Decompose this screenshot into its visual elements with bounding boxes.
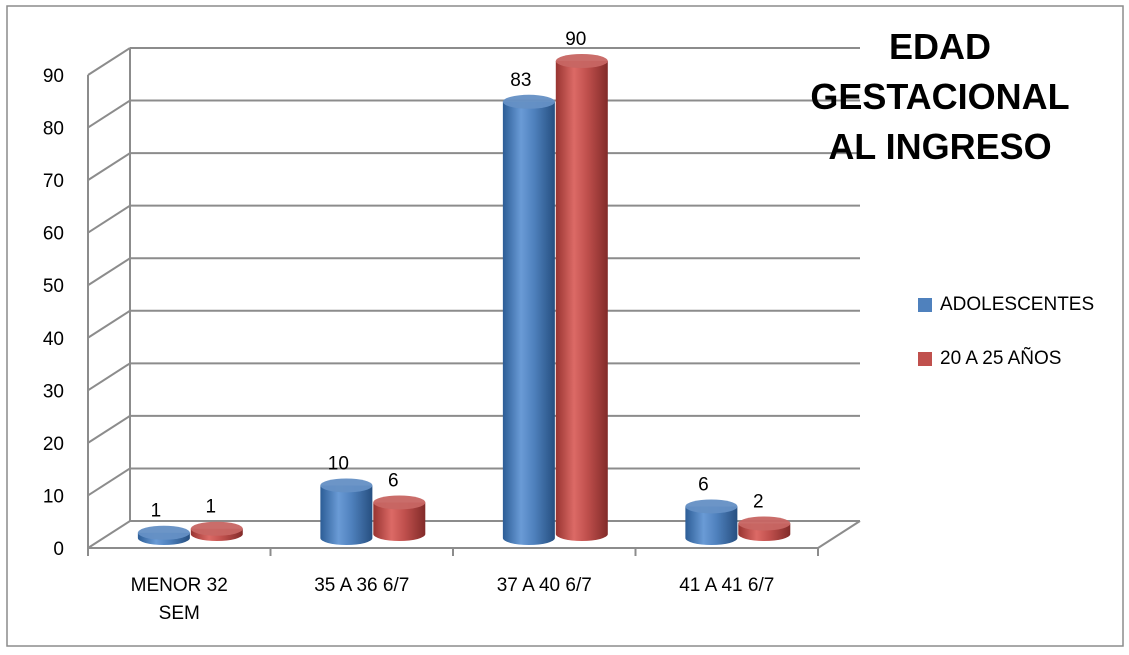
y-tick-label: 60 (43, 224, 64, 245)
y-tick-label: 50 (43, 276, 64, 297)
data-label: 90 (565, 29, 586, 50)
y-tick-label: 40 (43, 329, 64, 350)
legend-item-adolescentes: ADOLESCENTES (918, 290, 1094, 320)
data-label: 83 (510, 70, 531, 91)
data-label: 2 (753, 491, 764, 512)
y-tick-label: 70 (43, 171, 64, 192)
bar-adolescentes-3 (685, 499, 738, 545)
bar-top-highlight (373, 495, 426, 510)
x-tick-label: 41 A 41 6/7 (679, 575, 774, 596)
legend-swatch-20-a-25 (918, 352, 932, 366)
y-tick-label: 90 (43, 66, 64, 87)
bar-body (685, 506, 738, 545)
bar-top-highlight (555, 54, 608, 68)
x-tick-label: 35 A 36 6/7 (314, 575, 409, 596)
gridline-diagonal (87, 467, 131, 497)
bar-body (373, 502, 426, 542)
y-tick-label: 80 (43, 119, 64, 140)
x-tick-label: 37 A 40 6/7 (497, 575, 592, 596)
legend-swatch-adolescentes (918, 298, 932, 312)
gridline-diagonal (87, 47, 131, 76)
legend-label-adolescentes: ADOLESCENTES (940, 294, 1095, 315)
data-label: 6 (388, 470, 399, 491)
data-label: 1 (151, 501, 162, 522)
bar-20-a-25-a-os-0 (190, 521, 243, 542)
x-tick-label: SEM (159, 603, 200, 624)
y-tick-label: 30 (43, 381, 64, 402)
floor-edge (817, 520, 861, 549)
bar-body (555, 61, 608, 542)
bar-top (502, 94, 555, 109)
bar-body (502, 101, 555, 546)
bar-top (555, 54, 608, 68)
legend-label-20-a-25: 20 A 25 AÑOS (940, 348, 1062, 369)
bar-top-highlight (190, 521, 243, 536)
bar-top (738, 516, 791, 531)
bar-top (190, 521, 243, 536)
bar-top-highlight (137, 525, 190, 540)
legend-item-20-a-25: 20 A 25 AÑOS (918, 344, 1094, 374)
bar-top-highlight (502, 94, 555, 109)
x-tick-label: MENOR 32 (131, 575, 228, 596)
gridline-diagonal (87, 520, 131, 549)
gridline-diagonal (87, 309, 131, 339)
gridline-diagonal (87, 362, 131, 392)
data-label: 1 (206, 497, 217, 518)
y-tick-label: 10 (43, 486, 64, 507)
gridline-diagonal (87, 99, 131, 129)
data-label: 6 (698, 474, 709, 495)
chart-title-line-2: AL INGRESO (828, 126, 1052, 167)
bar-top (320, 478, 373, 493)
bar-top-highlight (685, 499, 738, 514)
y-tick-label: 20 (43, 434, 64, 455)
bar-adolescentes-2 (502, 94, 555, 546)
bar-20-a-25-a-os-2 (555, 54, 608, 542)
bar-top (373, 495, 426, 510)
bar-top-highlight (320, 478, 373, 493)
bar-top (137, 525, 190, 540)
bar-top (685, 499, 738, 514)
bar-20-a-25-a-os-3 (738, 516, 791, 542)
bar-adolescentes-1 (320, 478, 373, 545)
data-label: 10 (328, 453, 349, 474)
bar-adolescentes-0 (137, 525, 190, 545)
chart-title-line-1: EDAD GESTACIONAL (810, 26, 1070, 117)
bar-20-a-25-a-os-1 (373, 495, 426, 542)
chart-legend: ADOLESCENTES 20 A 25 AÑOS (918, 290, 1094, 398)
gridline-diagonal (87, 152, 131, 181)
bar-body (320, 485, 373, 545)
y-tick-label: 0 (53, 539, 64, 560)
gridline-diagonal (87, 415, 131, 444)
gridline-diagonal (87, 204, 131, 234)
bar-top-highlight (738, 516, 791, 531)
gridline-diagonal (87, 257, 131, 287)
chart-title: EDAD GESTACIONAL AL INGRESO (760, 22, 1120, 172)
